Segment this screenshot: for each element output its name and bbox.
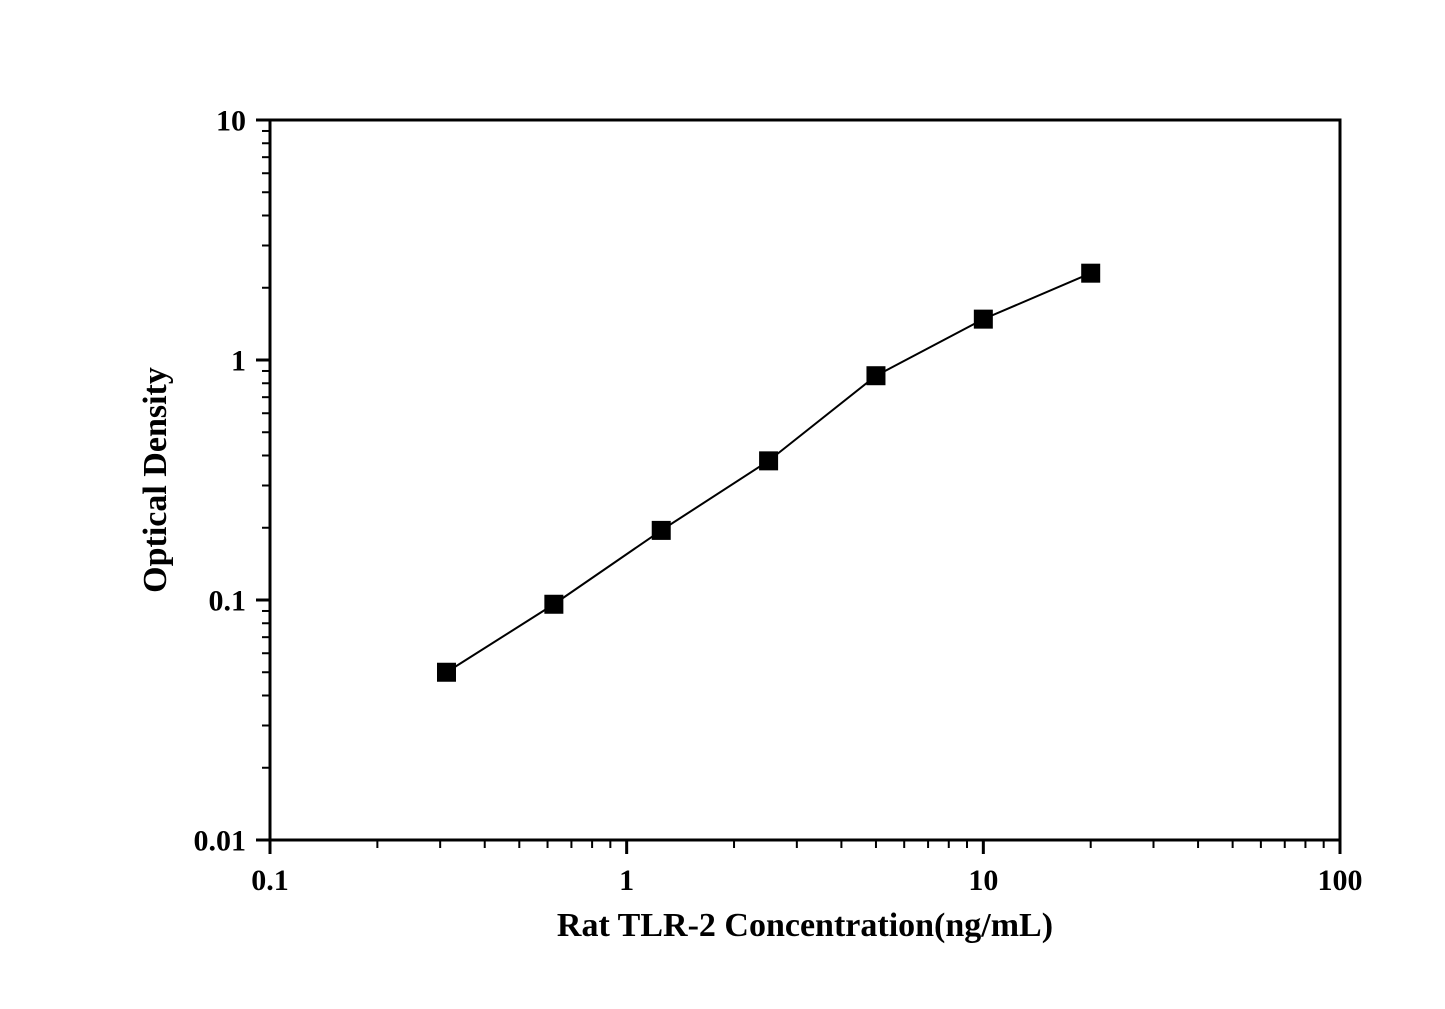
plot-frame — [270, 120, 1340, 840]
y-tick-label: 10 — [216, 105, 246, 138]
x-tick-label: 0.1 — [251, 864, 289, 897]
y-tick-label: 0.1 — [209, 585, 247, 618]
y-tick-label: 0.01 — [194, 825, 247, 858]
data-marker — [545, 595, 563, 613]
data-marker — [652, 521, 670, 539]
data-marker — [437, 663, 455, 681]
series-line — [446, 273, 1090, 672]
x-tick-label: 100 — [1318, 864, 1363, 897]
y-tick-label: 1 — [231, 345, 246, 378]
x-tick-label: 1 — [619, 864, 634, 897]
data-marker — [974, 310, 992, 328]
data-marker — [1082, 264, 1100, 282]
chart-container: 0.11101000.010.1110Rat TLR-2 Concentrati… — [0, 0, 1445, 1009]
data-marker — [760, 452, 778, 470]
x-axis-label: Rat TLR-2 Concentration(ng/mL) — [557, 907, 1053, 944]
chart-svg: 0.11101000.010.1110Rat TLR-2 Concentrati… — [0, 0, 1445, 1009]
data-marker — [867, 367, 885, 385]
x-tick-label: 10 — [968, 864, 998, 897]
y-axis-label: Optical Density — [137, 367, 174, 593]
